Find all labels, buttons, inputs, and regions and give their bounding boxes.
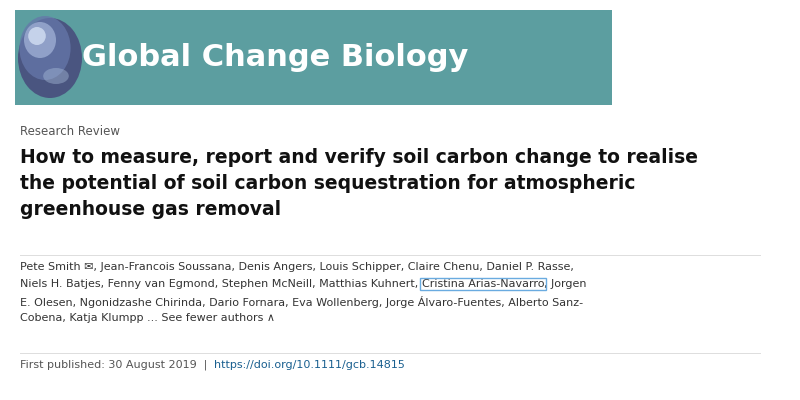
- Text: How to measure, report and verify soil carbon change to realise: How to measure, report and verify soil c…: [20, 148, 698, 167]
- Ellipse shape: [28, 27, 46, 45]
- Text: , Jorgen: , Jorgen: [544, 279, 586, 289]
- Text: greenhouse gas removal: greenhouse gas removal: [20, 200, 281, 219]
- Text: First published: 30 August 2019  |: First published: 30 August 2019 |: [20, 360, 214, 370]
- Text: Cobena, Katja Klumpp ... See fewer authors ∧: Cobena, Katja Klumpp ... See fewer autho…: [20, 313, 275, 323]
- Ellipse shape: [24, 22, 56, 58]
- Bar: [15, 10, 612, 105]
- Text: Pete Smith ✉, Jean-Francois Soussana, Denis Angers, Louis Schipper, Claire Chenu: Pete Smith ✉, Jean-Francois Soussana, De…: [20, 262, 574, 272]
- Text: Niels H. Batjes, Fenny van Egmond, Stephen McNeill, Matthias Kuhnert,: Niels H. Batjes, Fenny van Egmond, Steph…: [20, 279, 422, 289]
- Bar: [420, 278, 546, 290]
- Ellipse shape: [19, 16, 70, 80]
- Text: Research Review: Research Review: [20, 125, 120, 138]
- Text: Cristina Arias-Navarro: Cristina Arias-Navarro: [422, 279, 544, 289]
- Text: https://doi.org/10.1111/gcb.14815: https://doi.org/10.1111/gcb.14815: [214, 360, 406, 370]
- Text: the potential of soil carbon sequestration for atmospheric: the potential of soil carbon sequestrati…: [20, 174, 635, 193]
- Ellipse shape: [18, 18, 82, 98]
- Text: E. Olesen, Ngonidzashe Chirinda, Dario Fornara, Eva Wollenberg, Jorge Álvaro-Fue: E. Olesen, Ngonidzashe Chirinda, Dario F…: [20, 296, 583, 308]
- Text: Global Change Biology: Global Change Biology: [82, 42, 468, 72]
- Ellipse shape: [43, 68, 69, 84]
